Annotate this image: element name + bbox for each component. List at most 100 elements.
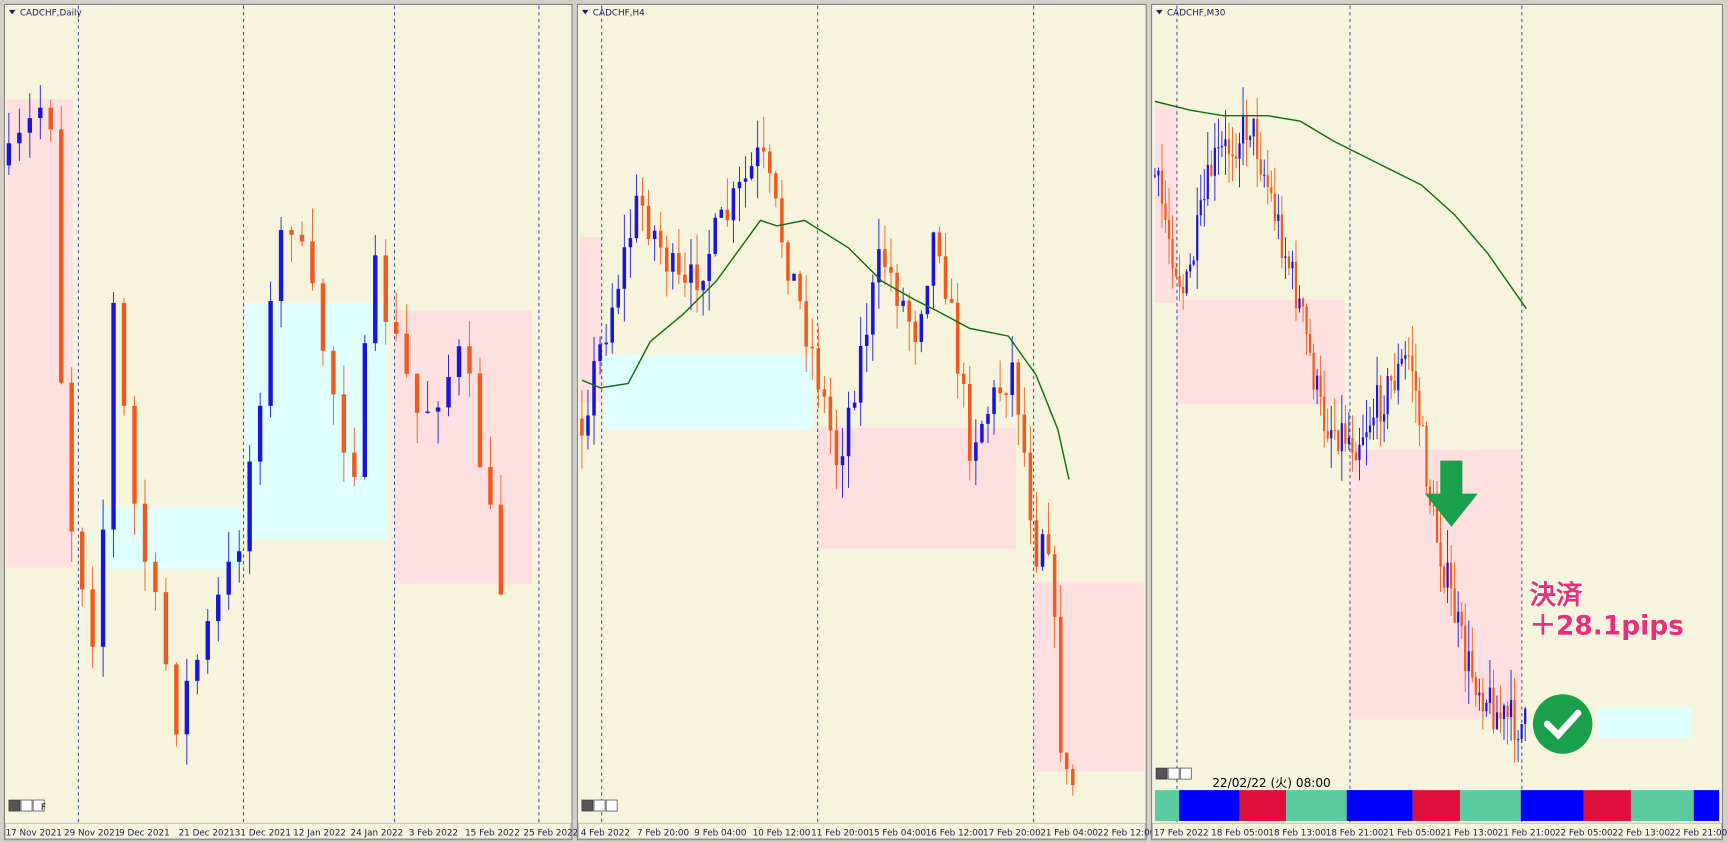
candle-body [664,247,669,272]
candle-body [1171,238,1174,269]
candle-body [1347,437,1350,444]
x-axis-label: 12 Jan 2022 [293,828,346,838]
candle-body [1058,616,1063,753]
x-axis-label: 18 Feb 21:00 [1326,828,1384,838]
candle-body [1308,333,1312,353]
toolbar-button [20,799,33,812]
candle-body [1249,136,1252,140]
candle-body [1206,164,1209,200]
candle-body [446,376,451,408]
candle-body [1185,271,1188,294]
x-axis-label: 9 Dec 2021 [119,828,170,838]
candle-body [48,107,53,130]
candle-body [949,298,954,303]
candle-body [640,195,645,206]
candle-body [352,452,357,477]
signal-strip-segment [1239,790,1287,821]
zone [603,354,814,430]
candle-body [320,283,326,351]
candle-body [1421,425,1425,427]
candle-body [937,232,942,257]
candle-body [725,209,730,221]
candle-body [1004,393,1008,396]
candle-body [622,247,627,289]
candle-body [1298,298,1301,309]
candle-body [1189,264,1192,272]
candle-body [1157,170,1160,176]
zone [99,506,243,569]
x-axis-label: 18 Feb 13:00 [1268,828,1326,838]
candle-body [1457,611,1460,623]
candle-body [616,288,621,308]
candle-body [1439,542,1442,567]
candle-body [658,230,663,248]
candle-body [1052,554,1057,617]
candle-body [871,282,875,335]
candle-body [142,503,148,562]
candle-body [610,307,614,343]
zone [579,236,602,403]
x-axis-label: 21 Feb 05:00 [1383,828,1441,838]
candle-body [1227,139,1231,155]
candle-body [846,407,851,457]
toolbar-button [593,799,606,812]
candle-body [1256,118,1259,160]
signal-strip-segment [1154,790,1180,821]
candle-body [1323,396,1326,432]
candle-body [1460,611,1463,626]
chart-panel: CADCHF,H4 4 Feb 2022 7 Feb 20:00 9 Feb 04:0… [576,3,1156,841]
candle-body [780,198,784,243]
candle-body [804,301,808,347]
x-axis-label: 21 Feb 04:00 [1040,828,1098,838]
signal-strip-segment [1583,790,1631,821]
candle-body [331,350,336,395]
candle-body [1375,385,1379,418]
x-axis-label: 22 Feb 05:00 [1555,828,1613,838]
candle-body [1478,692,1481,696]
candle-body [749,166,754,179]
candle-body [488,466,493,505]
candle-body [731,188,736,221]
toolbar-button [32,799,45,812]
zone [1033,581,1144,772]
candle-body [1337,430,1340,452]
candle-body [1425,425,1428,487]
candle-body [1351,437,1354,453]
candle-body [701,280,705,291]
candle-body [695,264,699,291]
candle-body [580,418,584,436]
candle-body [998,387,1002,394]
candle-body [299,234,305,242]
candle-body [816,348,821,390]
candle-body [1393,380,1396,391]
candle-body [1485,702,1488,712]
candle-body [1213,147,1216,176]
candle-body [1453,588,1456,623]
candle-body [852,402,857,408]
candle-body [1379,385,1382,422]
candle-body [38,107,43,119]
panel-menu-icon [1156,9,1163,15]
candle-body [755,147,760,167]
panel-menu-icon [8,9,16,15]
candle-body [1016,362,1021,415]
timestamp: 22/02/22 (火) 08:00 [1212,776,1331,790]
candle-body [598,344,602,362]
candle-body [877,249,881,283]
candle-body [1488,687,1492,703]
candle-body [1499,712,1502,719]
x-axis-label: 22 Feb 13:00 [1612,828,1670,838]
zone [1176,299,1345,405]
candle-body [1340,423,1343,452]
candle-body [646,205,651,240]
candle-body [628,238,633,248]
candle-body [1407,355,1410,357]
candle-body [1241,115,1245,144]
zone [394,310,533,585]
candle-body [1506,705,1509,717]
candle-body [1259,159,1262,175]
candle-body [1474,677,1477,696]
